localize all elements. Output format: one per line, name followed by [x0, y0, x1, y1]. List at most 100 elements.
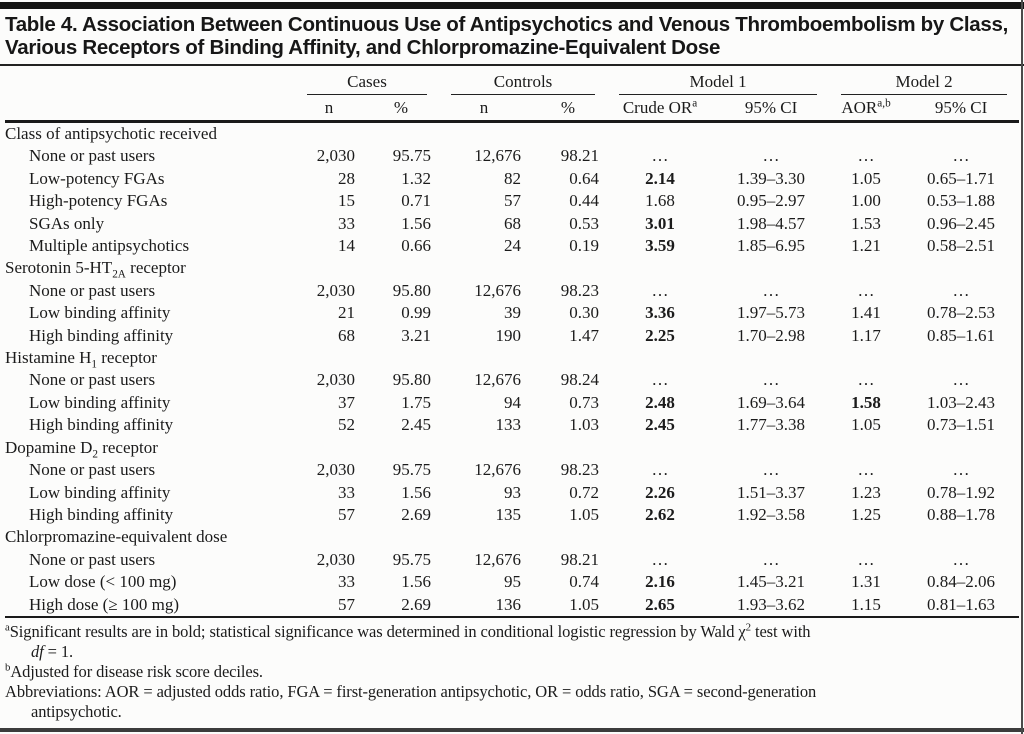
table-cell: 1.53: [851, 213, 881, 233]
column-header: %: [529, 95, 607, 122]
row-label: None or past users: [5, 549, 295, 571]
text-segment: None or past users: [29, 146, 156, 166]
table-cell: 57: [504, 191, 522, 211]
header-spacer: [5, 69, 295, 95]
column-header: AORa,b: [829, 95, 903, 122]
table-cell: 12,676: [474, 280, 522, 300]
bottom-rule-bar: [0, 728, 1024, 732]
table-row: Multiple antipsychotics 14 0.66 24 0.19 3.59 1…: [5, 235, 1019, 257]
table-cell: 95.75: [392, 460, 432, 480]
table-cell: 0.96–2.45: [927, 213, 996, 233]
row-label: High binding affinity: [5, 325, 295, 347]
page-edge-line: [1021, 0, 1023, 734]
footnote-line: bAdjusted for disease risk score deciles…: [5, 662, 1019, 682]
header-spacer: [5, 95, 295, 122]
table-cell: 2,030: [316, 280, 355, 300]
table-cell: …: [952, 549, 970, 569]
text-segment: Chlorpromazine-equivalent dose: [5, 527, 228, 547]
column-header: 95% CI: [903, 95, 1019, 122]
text-segment: b: [5, 661, 11, 674]
table-cell: …: [857, 146, 875, 166]
row-label: None or past users: [5, 459, 295, 481]
column-group-label: Model 2: [841, 72, 1008, 95]
table-cell: 2,030: [316, 146, 355, 166]
table-cell: …: [762, 549, 780, 569]
section-label: Chlorpromazine-equivalent dose: [5, 526, 1019, 548]
table-cell: 2.14: [645, 168, 675, 188]
footnote-line: aSignificant results are in bold; statis…: [5, 622, 1019, 642]
table-cell: …: [952, 146, 970, 166]
text-segment: Low dose (< 100 mg): [29, 572, 177, 592]
text-segment: Low binding affinity: [29, 482, 171, 502]
table-cell: 94: [504, 392, 522, 412]
table-cell: 0.66: [401, 236, 432, 256]
text-segment: None or past users: [29, 280, 156, 300]
text-segment: Serotonin 5-HT: [5, 258, 113, 278]
table-cell: 2,030: [316, 370, 355, 390]
table-cell: 3.36: [645, 303, 675, 323]
table-cell: …: [762, 280, 780, 300]
table-row: Low binding affinity 33 1.56 93 0.72 2.26 1.51…: [5, 482, 1019, 504]
text-segment: AOR: [841, 97, 878, 117]
table-cell: 1.56: [401, 482, 432, 502]
table-cell: …: [651, 549, 669, 569]
text-segment: High-potency FGAs: [29, 191, 168, 211]
section-label: Dopamine D2 receptor: [5, 437, 1019, 459]
table-cell: 2.25: [645, 325, 675, 345]
text-segment: Dopamine D: [5, 437, 93, 457]
column-group-header: Cases: [295, 69, 439, 95]
table-cell: 2,030: [316, 460, 355, 480]
section-header-row: Chlorpromazine-equivalent dose: [5, 526, 1019, 548]
text-segment: antipsychotic.: [31, 701, 122, 721]
table-cell: 1.69–3.64: [737, 392, 806, 412]
table-cell: 2.45: [401, 415, 432, 435]
table-cell: 1.31: [851, 572, 881, 592]
column-group-label: Cases: [307, 72, 428, 95]
text-segment: None or past users: [29, 549, 156, 569]
text-segment: Class of antipsychotic received: [5, 124, 217, 143]
table-cell: 95.75: [392, 146, 432, 166]
table-cell: 1.58: [851, 392, 881, 412]
table-cell: 2.62: [645, 504, 675, 524]
footnote-line: df = 1.: [5, 642, 1019, 662]
table-cell: 1.05: [569, 504, 600, 524]
text-segment: Crude OR: [622, 97, 693, 117]
text-segment: Abbreviations: AOR = adjusted odds ratio…: [5, 681, 817, 701]
text-segment: a,b: [877, 96, 891, 109]
table-cell: 0.84–2.06: [927, 572, 996, 592]
table-cell: 1.17: [851, 325, 881, 345]
table-row: None or past users 2,030 95.75 12,676 98.23 ……: [5, 459, 1019, 481]
table-cell: …: [952, 460, 970, 480]
table-cell: 39: [504, 303, 522, 323]
table-cell: 0.44: [569, 191, 600, 211]
table-cell: 2.16: [645, 572, 675, 592]
table-cell: 1.97–5.73: [737, 303, 806, 323]
text-segment: n: [324, 97, 334, 117]
text-segment: test with: [750, 621, 811, 641]
section-header-row: Serotonin 5-HT2A receptor: [5, 257, 1019, 279]
table-cell: 33: [338, 213, 355, 233]
table-cell: 0.95–2.97: [737, 191, 806, 211]
table-row: SGAs only 33 1.56 68 0.53 3.01 1.98–4.57 1.53 0.…: [5, 213, 1019, 235]
table-cell: …: [651, 460, 669, 480]
row-label: Low-potency FGAs: [5, 168, 295, 190]
table-cell: 15: [338, 191, 355, 211]
column-group-row: Cases Controls Model 1 Model 2: [5, 69, 1019, 95]
column-group-label: Controls: [451, 72, 596, 95]
text-segment: Histamine H: [5, 348, 92, 368]
table-cell: 1.56: [401, 213, 432, 233]
table-cell: 1.41: [851, 303, 881, 323]
table-cell: 1.47: [569, 325, 600, 345]
row-label: High binding affinity: [5, 414, 295, 436]
table-row: High binding affinity 68 3.21 190 1.47 2.25 1.…: [5, 325, 1019, 347]
text-segment: High binding affinity: [29, 415, 174, 435]
table-cell: 1.23: [851, 482, 881, 502]
table-cell: 2,030: [316, 549, 355, 569]
column-group-header: Model 1: [607, 69, 829, 95]
table-cell: 135: [495, 504, 522, 524]
table-cell: 1.21: [851, 236, 881, 256]
section-label: Serotonin 5-HT2A receptor: [5, 257, 1019, 279]
column-header: 95% CI: [713, 95, 829, 122]
table-cell: 98.23: [560, 460, 600, 480]
text-segment: receptor: [97, 348, 157, 368]
